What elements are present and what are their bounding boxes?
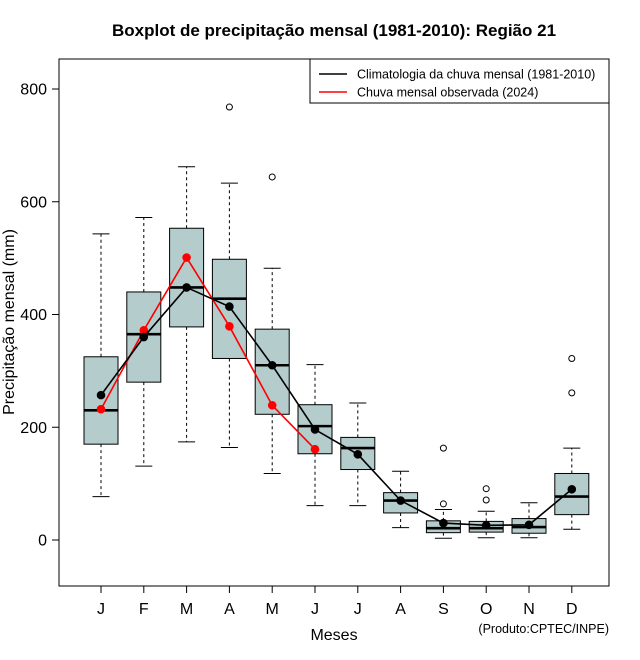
series-point bbox=[267, 360, 277, 370]
box-iqr bbox=[554, 472, 590, 516]
box-12 bbox=[554, 354, 590, 530]
chart-title: Boxplot de precipitação mensal (1981-201… bbox=[112, 21, 556, 40]
x-tick-label: J bbox=[354, 601, 362, 618]
legend-label-observed: Chuva mensal observada (2024) bbox=[357, 86, 538, 100]
series-observed bbox=[96, 253, 320, 454]
series-point bbox=[182, 253, 191, 262]
series-climatology bbox=[96, 283, 577, 530]
box-iqr bbox=[254, 328, 290, 415]
series-point bbox=[310, 444, 320, 454]
box-6 bbox=[297, 364, 333, 507]
box-iqr bbox=[169, 227, 205, 328]
series-point bbox=[353, 450, 363, 459]
x-tick-label: N bbox=[523, 601, 535, 618]
box-2 bbox=[126, 217, 162, 467]
x-tick-label: M bbox=[266, 601, 279, 618]
outlier-point bbox=[225, 103, 233, 111]
x-axis-label: Meses bbox=[310, 627, 357, 644]
box-11 bbox=[511, 502, 547, 539]
y-axis-label: Precipitação mensal (mm) bbox=[1, 229, 18, 415]
x-tick-label: A bbox=[224, 601, 235, 618]
outlier-point bbox=[482, 496, 490, 504]
series-line bbox=[100, 286, 573, 527]
outlier-point bbox=[268, 173, 276, 181]
outlier-point bbox=[568, 389, 576, 397]
series-point bbox=[96, 404, 106, 414]
x-tick-label: D bbox=[566, 601, 578, 618]
legend-box bbox=[309, 58, 610, 104]
legend: Climatologia da chuva mensal (1981-2010)… bbox=[309, 58, 610, 104]
x-tick-label: A bbox=[395, 601, 406, 618]
outlier-point bbox=[482, 485, 490, 493]
box-1 bbox=[83, 233, 119, 498]
series-point bbox=[524, 520, 534, 530]
outlier-point bbox=[439, 500, 447, 508]
series-point bbox=[139, 332, 149, 342]
x-tick-label: S bbox=[438, 601, 449, 618]
series-point bbox=[267, 400, 277, 410]
series-point bbox=[225, 302, 234, 311]
series-point bbox=[396, 496, 405, 505]
x-tick-label: F bbox=[139, 601, 149, 618]
outlier-point bbox=[439, 444, 447, 452]
y-tick-label: 800 bbox=[20, 82, 47, 99]
x-tick-label: J bbox=[97, 601, 105, 618]
box-7 bbox=[340, 402, 376, 507]
y-tick-label: 600 bbox=[20, 194, 47, 211]
x-tick-label: O bbox=[480, 601, 492, 618]
box-iqr bbox=[83, 356, 119, 445]
box-3 bbox=[169, 166, 205, 443]
series-point bbox=[225, 322, 234, 331]
box-5 bbox=[254, 173, 290, 474]
x-tick-label: M bbox=[180, 601, 193, 618]
x-tick-label: J bbox=[311, 601, 319, 618]
box-4 bbox=[211, 103, 247, 449]
y-tick-label: 0 bbox=[38, 533, 47, 550]
series-point bbox=[310, 425, 320, 434]
series-point bbox=[567, 484, 577, 494]
y-tick-label: 400 bbox=[20, 307, 47, 324]
series-point bbox=[182, 283, 191, 292]
box-10 bbox=[468, 485, 504, 539]
y-tick-label: 200 bbox=[20, 420, 47, 437]
series-point bbox=[439, 518, 448, 528]
series-point bbox=[481, 521, 491, 530]
credit-text: (Produto:CPTEC/INPE) bbox=[478, 622, 609, 636]
series-line bbox=[100, 256, 316, 450]
plot-area: 0 200 400 600 800 J F M A M J J A S O N D bbox=[20, 58, 610, 618]
series-point bbox=[96, 390, 106, 400]
legend-label-climatology: Climatologia da chuva mensal (1981-2010) bbox=[357, 68, 595, 82]
outlier-point bbox=[568, 354, 576, 362]
